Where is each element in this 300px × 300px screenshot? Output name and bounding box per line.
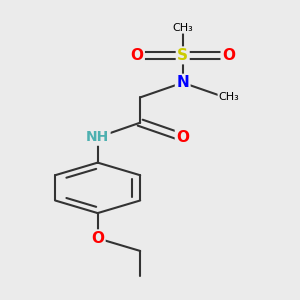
Text: O: O: [222, 48, 235, 63]
Text: CH₃: CH₃: [218, 92, 239, 102]
Text: S: S: [177, 48, 188, 63]
Text: O: O: [91, 231, 104, 246]
Text: N: N: [176, 75, 189, 90]
Text: NH: NH: [86, 130, 109, 144]
Text: O: O: [176, 130, 189, 145]
Text: O: O: [130, 48, 143, 63]
Text: CH₃: CH₃: [172, 23, 193, 33]
